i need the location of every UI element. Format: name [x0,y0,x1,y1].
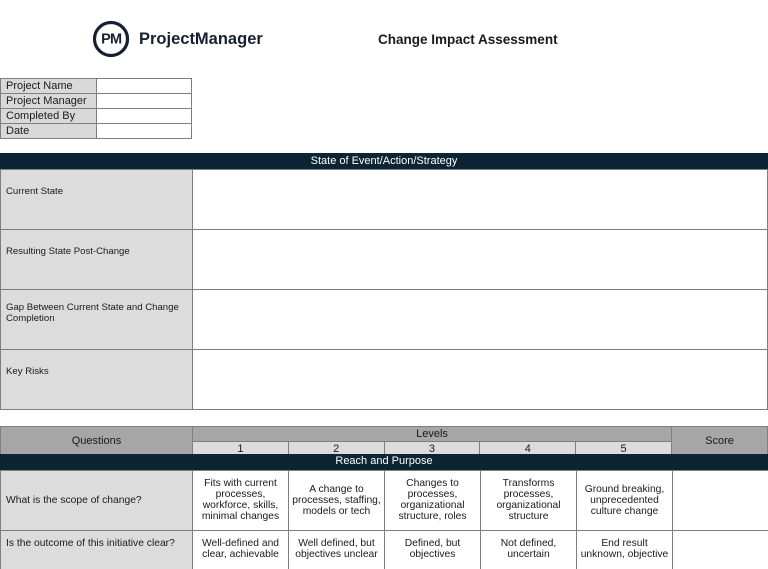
svg-text:PM: PM [101,32,122,48]
